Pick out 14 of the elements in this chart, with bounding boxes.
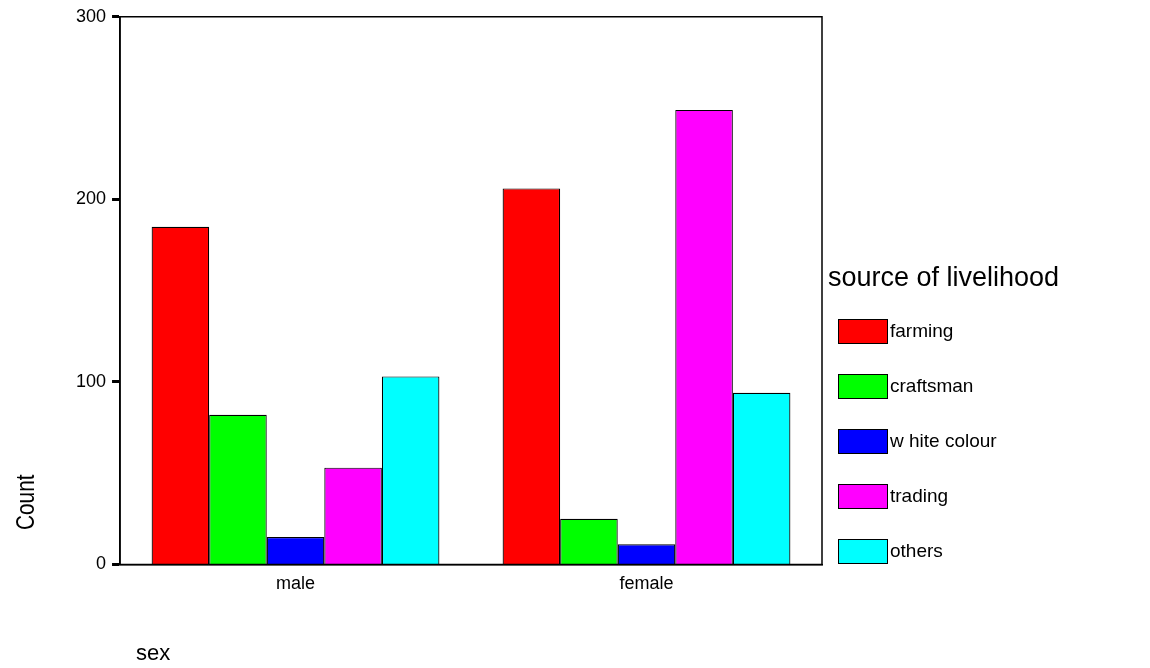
y-tick-label: 200 bbox=[75, 188, 107, 209]
y-tick-label: 300 bbox=[75, 5, 107, 26]
legend-label: trading bbox=[890, 485, 949, 507]
y-tick-label: 0 bbox=[96, 553, 107, 574]
legend-title: source of livelihood bbox=[828, 262, 1060, 293]
x-tick-label: male bbox=[276, 573, 316, 594]
legend-label: craftsman bbox=[890, 375, 974, 397]
legend-label: w hite colour bbox=[890, 430, 997, 452]
y-axis-title: Count bbox=[10, 474, 41, 530]
legend-label: others bbox=[890, 540, 943, 562]
x-axis-title: sex bbox=[136, 640, 171, 666]
x-tick-label: female bbox=[619, 573, 674, 594]
y-tick-label: 100 bbox=[75, 370, 107, 391]
legend-label: farming bbox=[890, 320, 954, 342]
